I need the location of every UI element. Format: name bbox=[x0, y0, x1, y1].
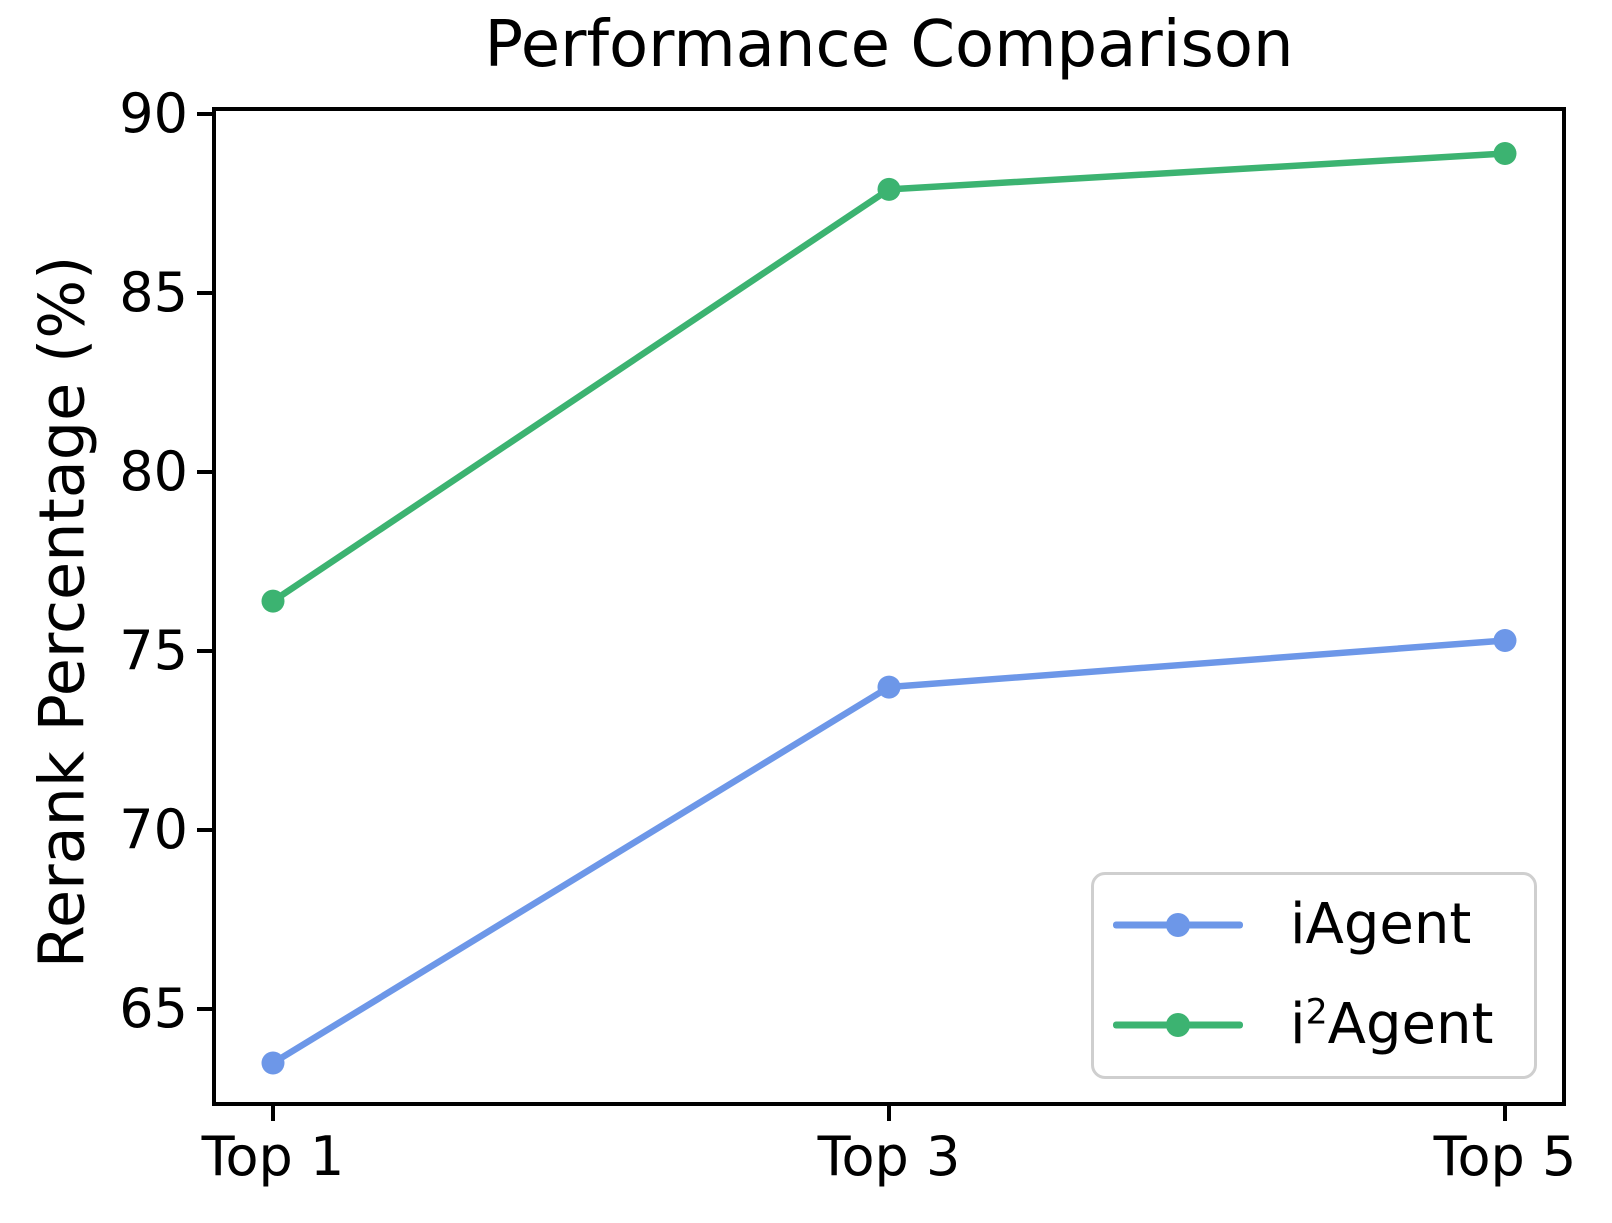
data-point-i2Agent-1 bbox=[877, 177, 901, 201]
legend-label-iagent: iAgent bbox=[1290, 892, 1472, 957]
x-tick-mark-0 bbox=[271, 1106, 275, 1121]
data-point-iAgent-0 bbox=[261, 1051, 285, 1075]
data-point-i2Agent-2 bbox=[1493, 142, 1517, 166]
y-tick-mark-90 bbox=[197, 112, 212, 117]
y-tick-label-80: 80 bbox=[119, 440, 188, 504]
data-point-i2Agent-0 bbox=[261, 589, 285, 613]
chart-title: Performance Comparison bbox=[484, 8, 1294, 82]
y-tick-mark-85 bbox=[197, 291, 212, 296]
iagent-line-marker-sample bbox=[1113, 913, 1243, 937]
y-tick-mark-65 bbox=[197, 1007, 212, 1012]
series-line-i2Agent bbox=[271, 150, 1506, 604]
y-tick-mark-80 bbox=[197, 470, 212, 475]
legend-label-i2agent: i2Agent bbox=[1290, 992, 1494, 1057]
y-tick-mark-75 bbox=[197, 649, 212, 654]
i2agent-marker-swatch bbox=[1166, 1013, 1190, 1037]
x-tick-mark-2 bbox=[1503, 1106, 1507, 1121]
plot-area bbox=[212, 107, 1566, 1106]
legend-item-iagent: iAgent bbox=[1094, 875, 1534, 975]
y-tick-label-90: 90 bbox=[119, 82, 188, 146]
chart-canvas bbox=[212, 107, 1566, 1106]
y-tick-label-85: 85 bbox=[119, 261, 188, 325]
x-tick-label-0: Top 1 bbox=[201, 1125, 345, 1188]
x-tick-label-1: Top 3 bbox=[817, 1125, 961, 1188]
axes-spines bbox=[212, 107, 1566, 1106]
x-tick-mark-1 bbox=[887, 1106, 891, 1121]
y-tick-label-70: 70 bbox=[119, 798, 188, 862]
iagent-marker-swatch bbox=[1166, 913, 1190, 937]
y-tick-label-75: 75 bbox=[119, 619, 188, 683]
data-point-iAgent-1 bbox=[877, 675, 901, 699]
i2agent-line-marker-sample bbox=[1113, 1013, 1243, 1037]
y-tick-mark-70 bbox=[197, 828, 212, 833]
y-tick-label-65: 65 bbox=[119, 977, 188, 1041]
legend-item-i2agent: i2Agent bbox=[1094, 975, 1534, 1075]
data-point-iAgent-2 bbox=[1493, 629, 1517, 653]
y-axis-label: Rerank Percentage (%) bbox=[25, 255, 99, 969]
x-tick-label-2: Top 5 bbox=[1433, 1125, 1577, 1188]
legend: iAgent i2Agent bbox=[1091, 872, 1537, 1079]
